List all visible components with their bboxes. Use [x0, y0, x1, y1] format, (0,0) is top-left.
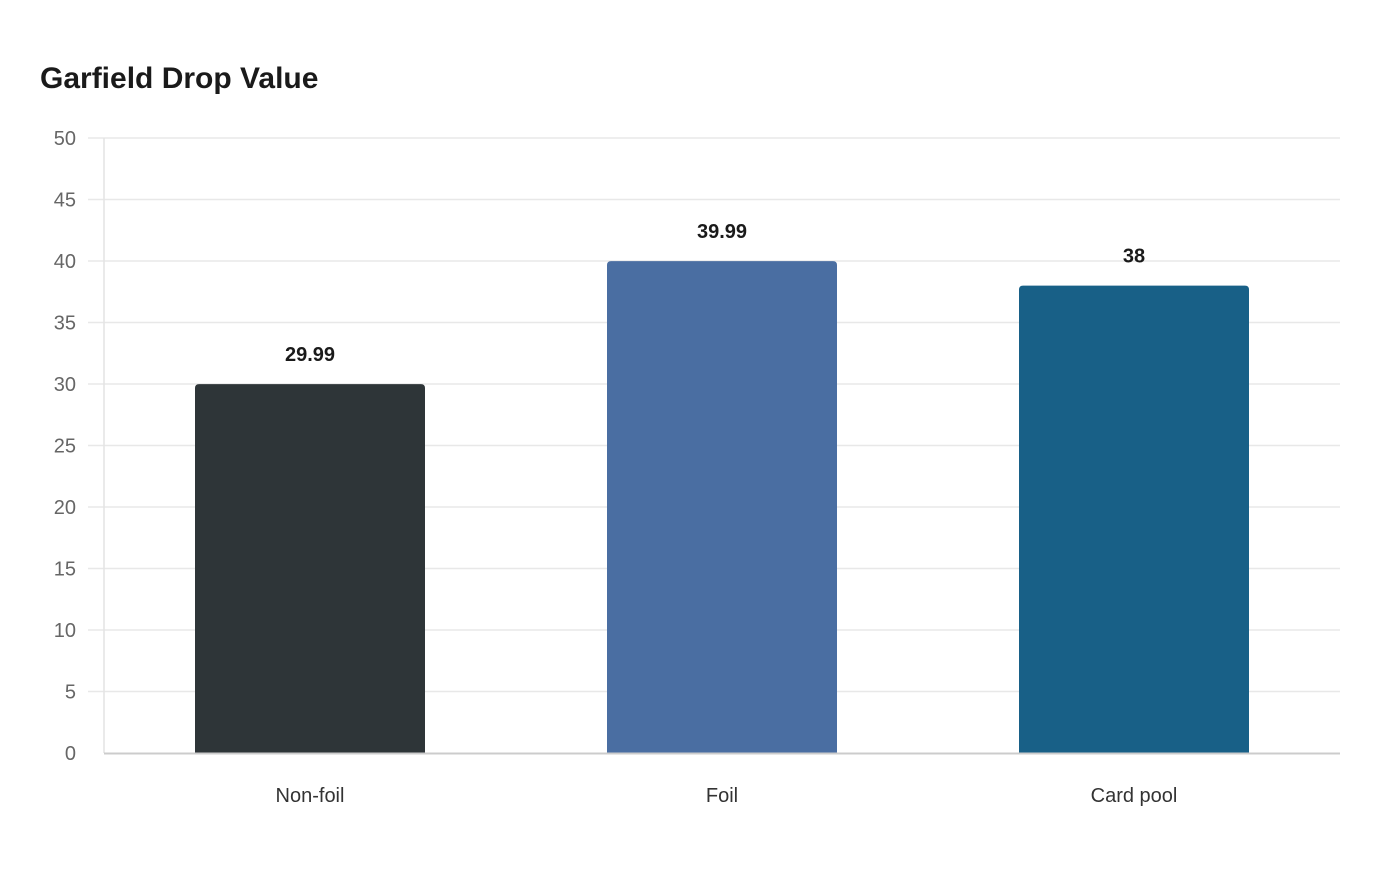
y-tick-label: 25	[54, 436, 76, 458]
y-tick-label: 30	[54, 374, 76, 396]
y-tick-label: 40	[54, 251, 76, 273]
x-tick-label: Card pool	[1091, 785, 1178, 807]
y-tick-label: 35	[54, 313, 76, 335]
y-tick-label: 20	[54, 497, 76, 519]
data-labels: 29.99 39.99 38	[285, 221, 1145, 366]
y-tick-label: 45	[54, 190, 76, 212]
bar-foil	[607, 261, 837, 753]
data-label: 39.99	[697, 221, 747, 243]
bar-card-pool	[1019, 285, 1249, 753]
x-axis-labels: Non-foil Foil Card pool	[276, 785, 1178, 807]
x-tick-label: Non-foil	[276, 785, 345, 807]
data-label: 38	[1123, 246, 1145, 268]
y-tick-label: 10	[54, 620, 76, 642]
x-tick-label: Foil	[706, 785, 738, 807]
y-tick-label: 15	[54, 559, 76, 581]
chart-title: Garfield Drop Value	[40, 62, 319, 95]
data-label: 29.99	[285, 344, 335, 366]
bars	[195, 261, 1249, 753]
y-tick-label: 0	[65, 743, 76, 765]
y-tick-label: 50	[54, 128, 76, 150]
y-axis-ticks: 0 5 10 15 20 25 30 35 40 45 50	[54, 128, 76, 765]
bar-non-foil	[195, 384, 425, 753]
axes	[103, 138, 1340, 755]
y-tick-label: 5	[65, 682, 76, 704]
